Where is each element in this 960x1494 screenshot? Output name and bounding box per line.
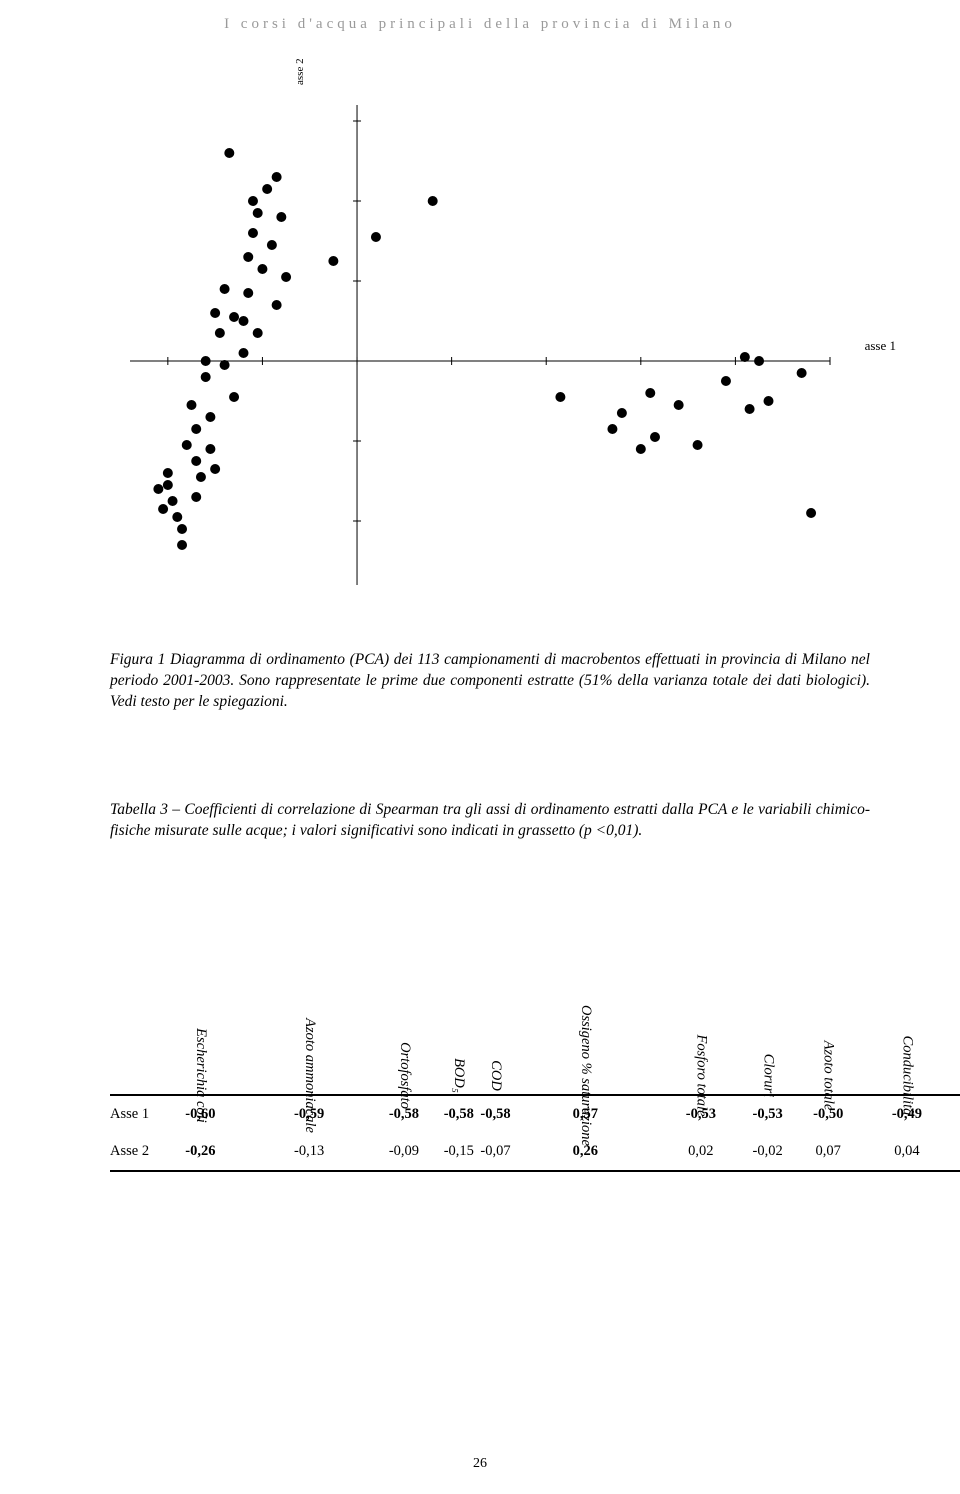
table-caption: Tabella 3 – Coefficienti di correlazione… (110, 800, 870, 842)
table-col-header: BOD₅ (439, 905, 478, 1095)
table-cell: 0,07 (791, 1133, 865, 1171)
table-col-header: Escherichia coli (151, 905, 250, 1095)
correlation-table: Escherichia coliAzoto ammoniacaleOrtofos… (110, 905, 870, 1172)
table-col-header: Ossigeno % saturazione (513, 905, 658, 1095)
table-cell: -0,13 (250, 1133, 369, 1171)
table-col-header: Ossigeno disciolto (949, 905, 960, 1095)
figure-caption: Figura 1 Diagramma di ordinamento (PCA) … (110, 650, 870, 713)
table-cell: 0,02 (658, 1133, 744, 1171)
table-col-header: Azoto totale (791, 905, 865, 1095)
table-cell: -0,15 (439, 1133, 478, 1171)
table-col-header: Cloruri (744, 905, 792, 1095)
row-label: Asse 1 (110, 1095, 151, 1133)
table-corner (110, 905, 151, 1095)
table-cell: 0,21 (949, 1133, 960, 1171)
table-col-header: Ortofosfato (369, 905, 440, 1095)
table-row: Asse 2-0,26-0,13-0,09-0,15-0,070,260,02-… (110, 1133, 960, 1171)
page-header: I corsi d'acqua principali della provinc… (0, 16, 960, 33)
table-col-header: COD (478, 905, 513, 1095)
axis1-label: asse 1 (865, 338, 896, 354)
table-cell: -0,53 (744, 1095, 792, 1133)
table-cell: -0,09 (369, 1133, 440, 1171)
scatter-plot: asse 2 asse 1 (110, 85, 890, 605)
axis2-label: asse 2 (294, 58, 306, 85)
page-number: 26 (0, 1456, 960, 1472)
table-col-header: Conducibilità (865, 905, 949, 1095)
table-col-header: Azoto ammoniacale (250, 905, 369, 1095)
table-col-header: Fosforo totale (658, 905, 744, 1095)
table-cell: -0,58 (478, 1095, 513, 1133)
table-cell: -0,58 (439, 1095, 478, 1133)
table-cell: -0,07 (478, 1133, 513, 1171)
row-label: Asse 2 (110, 1133, 151, 1171)
table-cell: 0,47 (949, 1095, 960, 1133)
table-cell: -0,26 (151, 1133, 250, 1171)
table-cell: 0,04 (865, 1133, 949, 1171)
table-cell: -0,02 (744, 1133, 792, 1171)
